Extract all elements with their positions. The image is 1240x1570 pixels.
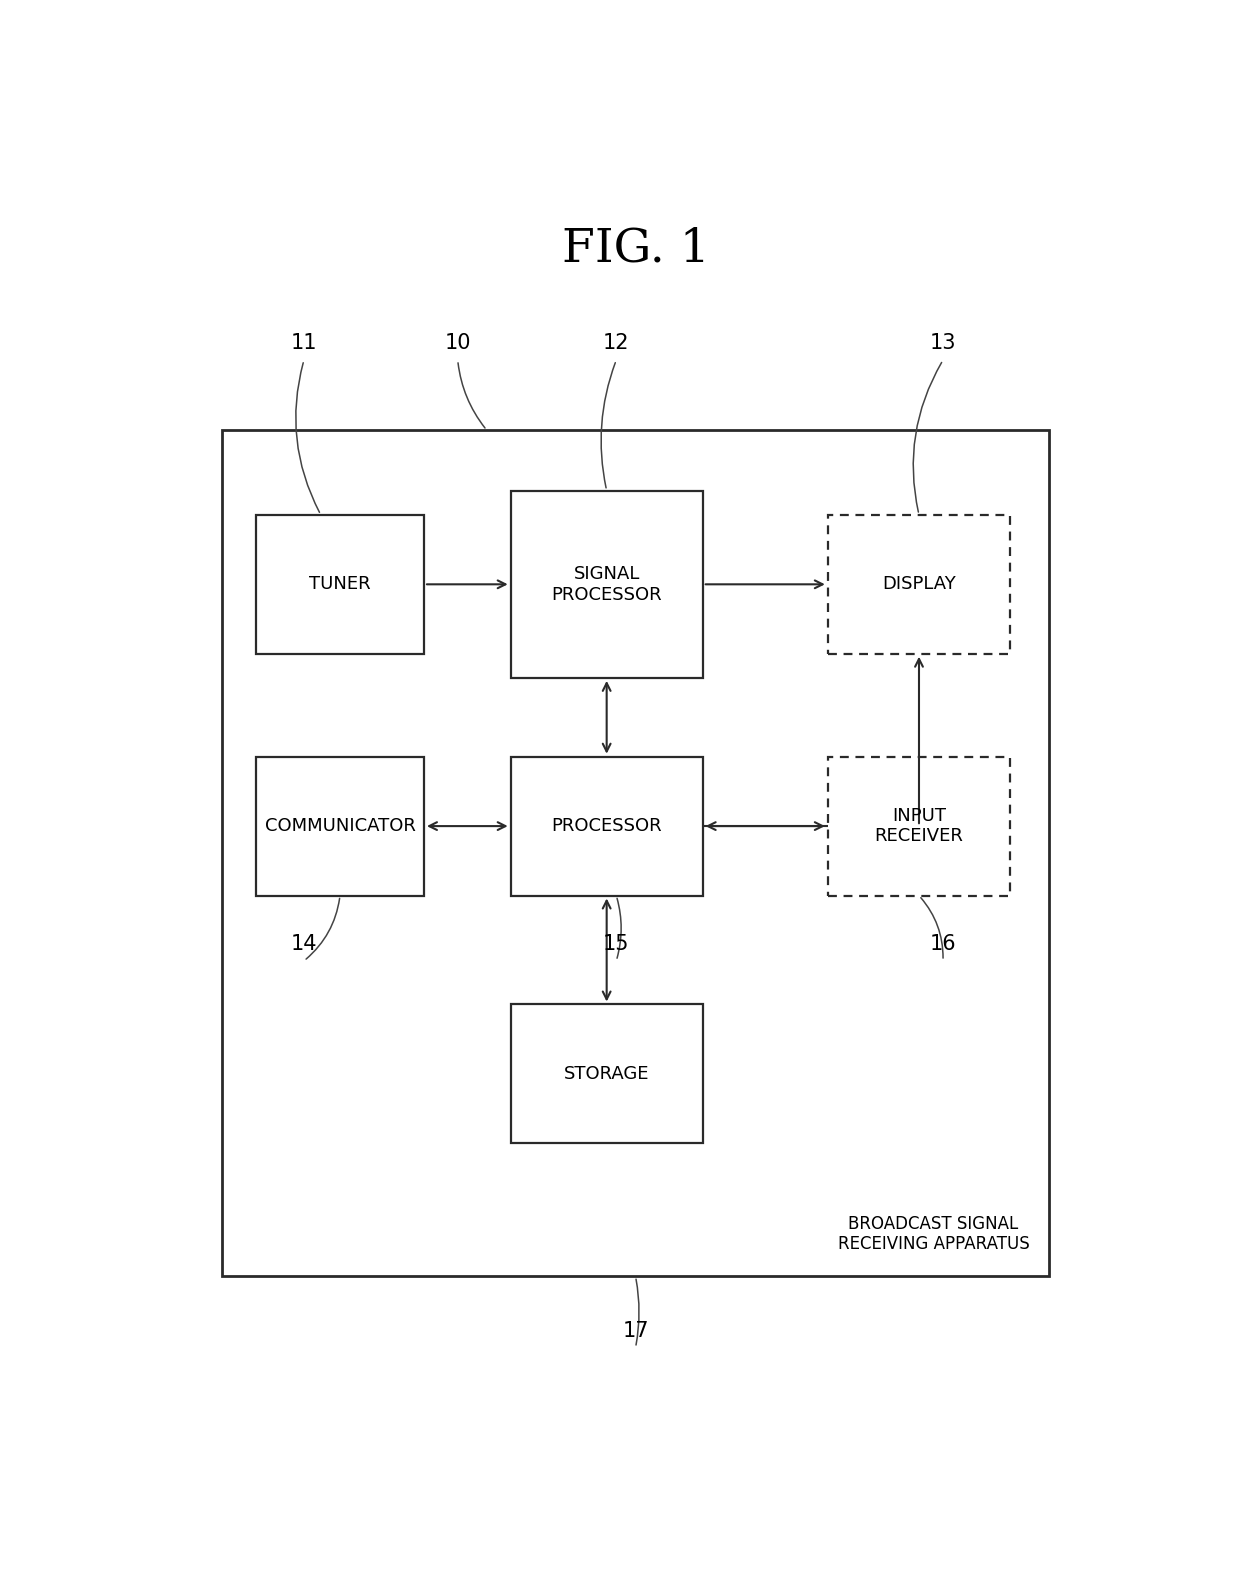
Text: BROADCAST SIGNAL
RECEIVING APPARATUS: BROADCAST SIGNAL RECEIVING APPARATUS: [837, 1215, 1029, 1253]
Text: 17: 17: [622, 1320, 649, 1341]
FancyArrowPatch shape: [636, 1280, 639, 1345]
Text: 11: 11: [290, 333, 317, 353]
FancyArrowPatch shape: [921, 898, 944, 958]
Text: 14: 14: [290, 934, 317, 955]
Text: COMMUNICATOR: COMMUNICATOR: [264, 816, 415, 835]
Text: 13: 13: [930, 333, 956, 353]
Text: SIGNAL
PROCESSOR: SIGNAL PROCESSOR: [552, 565, 662, 604]
Bar: [828, 515, 1011, 653]
Text: 12: 12: [603, 333, 630, 353]
Bar: [511, 491, 703, 678]
Text: TUNER: TUNER: [309, 575, 371, 593]
Bar: [511, 757, 703, 895]
Bar: [255, 757, 424, 895]
FancyArrowPatch shape: [458, 363, 485, 429]
Bar: [255, 515, 424, 653]
Text: DISPLAY: DISPLAY: [882, 575, 956, 593]
FancyArrowPatch shape: [618, 898, 621, 958]
Bar: [511, 1005, 703, 1143]
Text: 15: 15: [603, 934, 630, 955]
Text: FIG. 1: FIG. 1: [562, 226, 709, 272]
Bar: [222, 430, 1049, 1276]
FancyArrowPatch shape: [601, 363, 615, 488]
Text: PROCESSOR: PROCESSOR: [552, 816, 662, 835]
Bar: [828, 757, 1011, 895]
FancyArrowPatch shape: [913, 363, 941, 512]
Text: STORAGE: STORAGE: [564, 1064, 650, 1083]
Text: 10: 10: [444, 333, 471, 353]
FancyArrowPatch shape: [296, 363, 320, 512]
FancyArrowPatch shape: [306, 898, 340, 959]
Text: INPUT
RECEIVER: INPUT RECEIVER: [874, 807, 963, 846]
Text: 16: 16: [930, 934, 956, 955]
